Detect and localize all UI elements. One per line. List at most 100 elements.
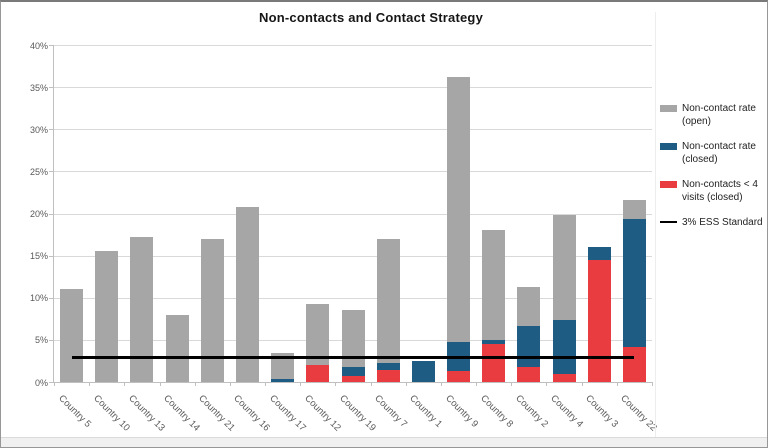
bar-segment: [235, 206, 259, 382]
bar-segment: [376, 362, 400, 371]
x-axis-label: Country 22: [618, 393, 660, 434]
x-axis-tick: [652, 382, 653, 386]
bar-segment: [376, 370, 400, 382]
x-axis-tick: [335, 382, 337, 386]
x-axis-label: Country 5: [55, 393, 93, 430]
gridline: [54, 255, 652, 257]
x-axis-label: Country 13: [126, 393, 167, 434]
x-axis-tick: [194, 382, 196, 386]
gridline: [54, 45, 652, 46]
y-axis-tick: [49, 87, 53, 89]
x-axis-tick: [511, 382, 513, 386]
bar-segment: [130, 237, 154, 382]
y-axis-label: 20%: [29, 209, 48, 219]
bar-segment: [447, 371, 471, 382]
x-axis-label: Country 12: [302, 393, 343, 434]
gridline: [54, 129, 652, 131]
x-axis-tick: [265, 382, 267, 386]
bar-segment: [341, 310, 365, 367]
bar-segment: [411, 360, 435, 382]
x-axis-label: Country 8: [477, 393, 515, 430]
x-axis-label: Country 3: [583, 393, 621, 430]
chart-area-divider: [655, 12, 656, 439]
legend-color-swatch: [660, 181, 677, 188]
x-axis-tick: [124, 382, 126, 386]
x-axis-tick: [229, 382, 231, 386]
bar-segment: [517, 366, 541, 382]
y-axis-label: 30%: [29, 124, 48, 135]
x-axis-tick: [440, 382, 442, 386]
y-axis-tick: [49, 297, 53, 299]
chart-title: Non-contacts and Contact Strategy: [258, 10, 483, 25]
y-axis-label: 10%: [29, 293, 48, 304]
bar-segment: [341, 366, 365, 377]
legend-label: Non-contact rate (open): [682, 103, 756, 127]
bar-segment: [200, 238, 224, 382]
bar-segment: [482, 230, 506, 340]
bar-segment: [60, 289, 84, 382]
x-axis-tick: [370, 382, 372, 386]
y-axis-tick: [49, 213, 53, 215]
legend-color-swatch: [660, 105, 677, 112]
y-axis-label: 5%: [34, 335, 48, 346]
y-axis-label: 40%: [29, 40, 48, 51]
y-axis-tick: [49, 382, 53, 383]
legend-item: 3% ESS Standard: [660, 216, 764, 229]
y-axis-tick: [49, 171, 53, 173]
gridline: [54, 87, 652, 89]
legend: Non-contact rate (open) Non-contact rate …: [660, 102, 764, 241]
bar-segment: [622, 346, 646, 382]
legend-color-swatch: [660, 143, 677, 150]
x-axis-label: Country 10: [90, 393, 132, 434]
gridline: [54, 297, 652, 299]
bar-segment: [622, 200, 646, 220]
y-axis-label: 35%: [29, 82, 48, 93]
y-axis-label: 25%: [29, 166, 48, 177]
bar-segment: [587, 247, 611, 260]
bar-segment: [271, 379, 295, 382]
bar-segment: [306, 304, 330, 366]
x-axis-label: Country 19: [337, 393, 378, 434]
legend-label: Non-contacts < 4 visits (closed): [682, 179, 758, 203]
y-axis-label: 0%: [34, 377, 48, 388]
y-axis-tick: [49, 45, 53, 46]
bar-segment: [552, 215, 576, 321]
bottom-strip: [1, 437, 767, 447]
legend-item: Non-contact rate (open): [660, 102, 764, 128]
ess-standard-line: [71, 355, 635, 359]
y-axis-tick: [49, 255, 53, 257]
bar-segment: [271, 353, 295, 380]
bar-segment: [306, 365, 330, 382]
x-axis-tick: [581, 382, 583, 386]
x-axis-label: Country 16: [231, 393, 273, 434]
bar-segment: [552, 373, 576, 382]
x-axis-label: Country 1: [407, 393, 445, 430]
x-axis-label: Country 14: [161, 393, 202, 434]
bar-segment: [376, 238, 400, 363]
bar-segment: [622, 219, 646, 347]
bar-segment: [447, 77, 471, 342]
gridline: [54, 213, 652, 215]
bar-segment: [165, 314, 189, 382]
x-axis-tick: [54, 382, 55, 386]
x-axis-label: Country 17: [266, 393, 308, 434]
x-axis-label: Country 7: [372, 393, 410, 430]
legend-line-swatch: [660, 221, 677, 223]
bar-segment: [482, 339, 506, 345]
bar-segment: [341, 376, 365, 382]
x-axis-tick: [616, 382, 618, 386]
x-axis-label: Country 9: [442, 393, 480, 430]
x-axis-label: Country 4: [548, 393, 586, 430]
y-axis-tick: [49, 339, 53, 341]
legend-label: Non-contact rate (closed): [682, 141, 756, 165]
bar-segment: [482, 344, 506, 382]
x-axis-tick: [405, 382, 407, 386]
gridline: [54, 171, 652, 173]
x-axis-tick: [89, 382, 91, 386]
legend-item: Non-contacts < 4 visits (closed): [660, 178, 764, 204]
x-axis-tick: [159, 382, 161, 386]
y-axis-label: 15%: [29, 251, 48, 262]
plot-area: 0% 5% 10% 15% 20% 25% 30% 35% 40% Country 5 Countr…: [30, 41, 659, 434]
legend-item: Non-contact rate (closed): [660, 140, 764, 166]
